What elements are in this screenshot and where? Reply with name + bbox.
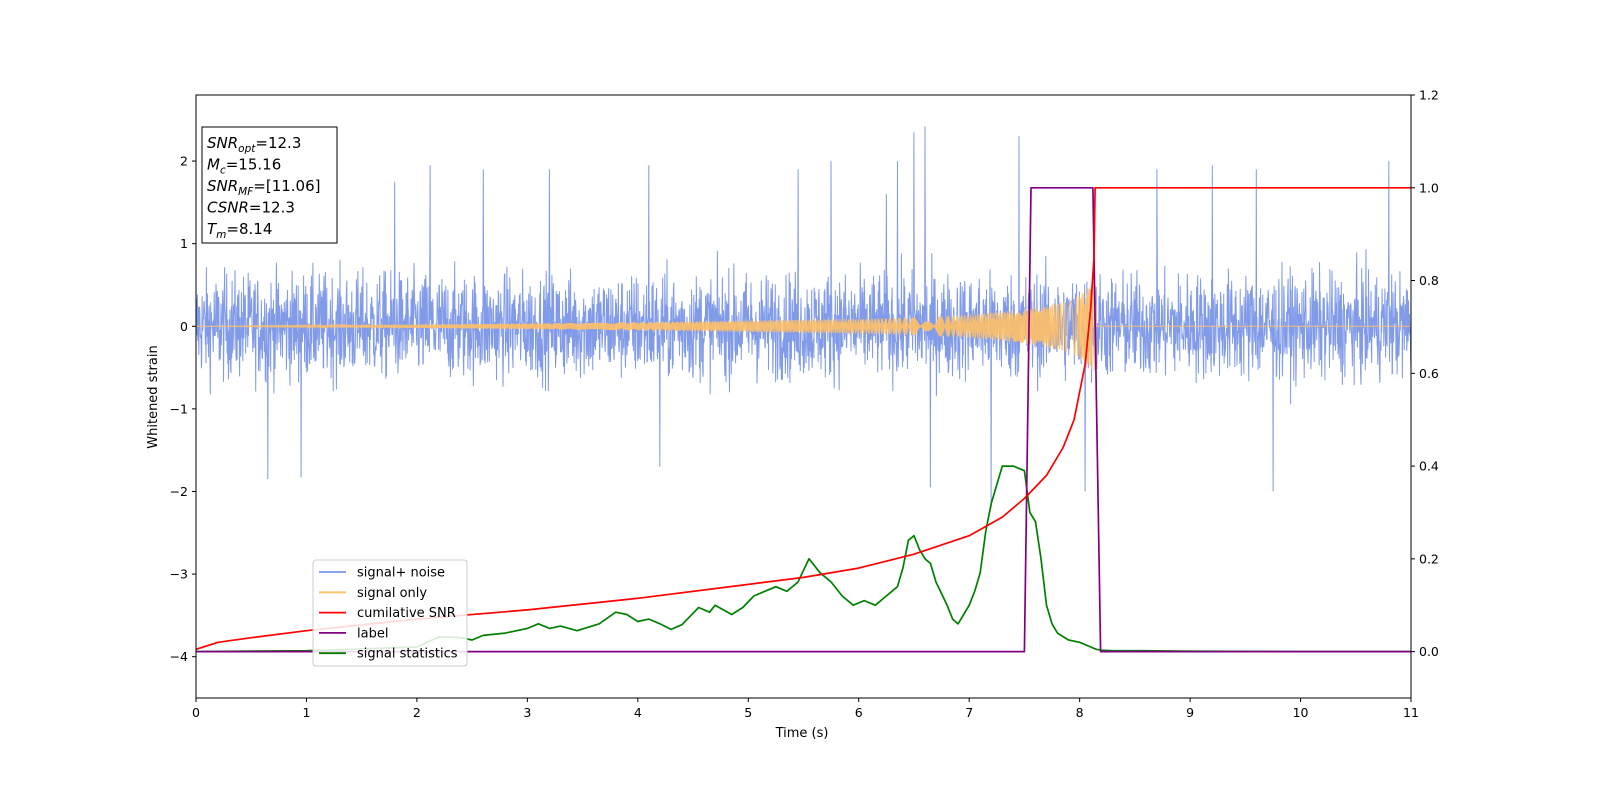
annotation-line: CSNR=12.3 (207, 199, 295, 217)
y-left-tick-label: 2 (180, 154, 188, 169)
signal-only-series (196, 282, 1411, 372)
x-tick-label: 0 (192, 705, 200, 720)
legend-item-signal-statistics: signal statistics (319, 647, 458, 662)
signal-statistics-series (196, 465, 1411, 653)
y-left-tick-label: 0 (180, 319, 188, 334)
x-axis-label: Time (s) (775, 726, 829, 741)
plot-frame (195, 94, 1412, 699)
y-left-tick-label: −4 (170, 649, 188, 664)
y-axis-right: 0.0 0.2 0.4 0.6 0.8 1.0 1.2 (1411, 88, 1439, 659)
y-right-tick-label: 1.2 (1419, 88, 1439, 103)
x-tick-label: 6 (855, 705, 863, 720)
x-tick-label: 3 (523, 705, 531, 720)
x-tick-label: 5 (744, 705, 752, 720)
y-right-tick-label: 0.6 (1419, 366, 1439, 381)
y-axis-label: Whitened strain (146, 345, 161, 448)
x-tick-label: 8 (1076, 705, 1084, 720)
annotation-frame (201, 126, 338, 244)
x-tick-label: 7 (965, 705, 973, 720)
x-tick-label: 1 (302, 705, 310, 720)
x-tick-label: 11 (1403, 705, 1419, 720)
y-right-tick-label: 0.0 (1419, 644, 1439, 659)
y-left-tick-label: −2 (170, 484, 188, 499)
annotation-box: SNRopt=12.3Mc=15.16SNRMF=[11.06]CSNR=12.… (201, 126, 338, 244)
label-series (196, 186, 1411, 653)
signal-statistics-line (196, 465, 1411, 653)
y-right-tick-label: 0.2 (1419, 551, 1439, 566)
legend: signal+ noise signal only cumilative SNR la… (312, 559, 468, 667)
label-line (196, 186, 1411, 653)
y-left-tick-label: −1 (170, 401, 188, 416)
legend-frame (312, 559, 468, 667)
y-right-tick-label: 0.4 (1419, 459, 1439, 474)
signal-noise-series (196, 126, 1411, 509)
legend-item-signal-noise: signal+ noise (319, 566, 445, 581)
y-left-tick-label: −3 (170, 567, 188, 582)
legend-label: cumilative SNR (357, 606, 456, 621)
y-axis-left: −4 −3 −2 −1 0 1 2 (170, 154, 196, 664)
annotation-line: SNRMF=[11.06] (207, 177, 321, 198)
annotation-line: SNRopt=12.3 (207, 134, 301, 155)
legend-label: signal statistics (357, 647, 458, 662)
y-left-tick-label: 1 (180, 236, 188, 251)
legend-item-signal-only: signal only (319, 586, 427, 601)
legend-item-cumulative-snr: cumilative SNR (319, 606, 456, 621)
signal-noise-line (196, 126, 1411, 509)
legend-label: label (357, 626, 388, 641)
x-tick-label: 10 (1293, 705, 1309, 720)
legend-item-label: label (319, 626, 388, 641)
signal-only-line (196, 282, 1411, 372)
x-tick-label: 9 (1186, 705, 1194, 720)
y-right-tick-label: 0.8 (1419, 273, 1439, 288)
x-tick-label: 2 (413, 705, 421, 720)
x-tick-label: 4 (634, 705, 642, 720)
y-right-tick-label: 1.0 (1419, 180, 1439, 195)
legend-label: signal+ noise (357, 566, 445, 581)
annotation-line: Tm=8.14 (207, 220, 272, 241)
x-axis: 0 1 2 3 4 5 6 7 8 9 10 11 (192, 698, 1419, 720)
legend-label: signal only (357, 586, 427, 601)
annotation-line: Mc=15.16 (207, 156, 281, 177)
